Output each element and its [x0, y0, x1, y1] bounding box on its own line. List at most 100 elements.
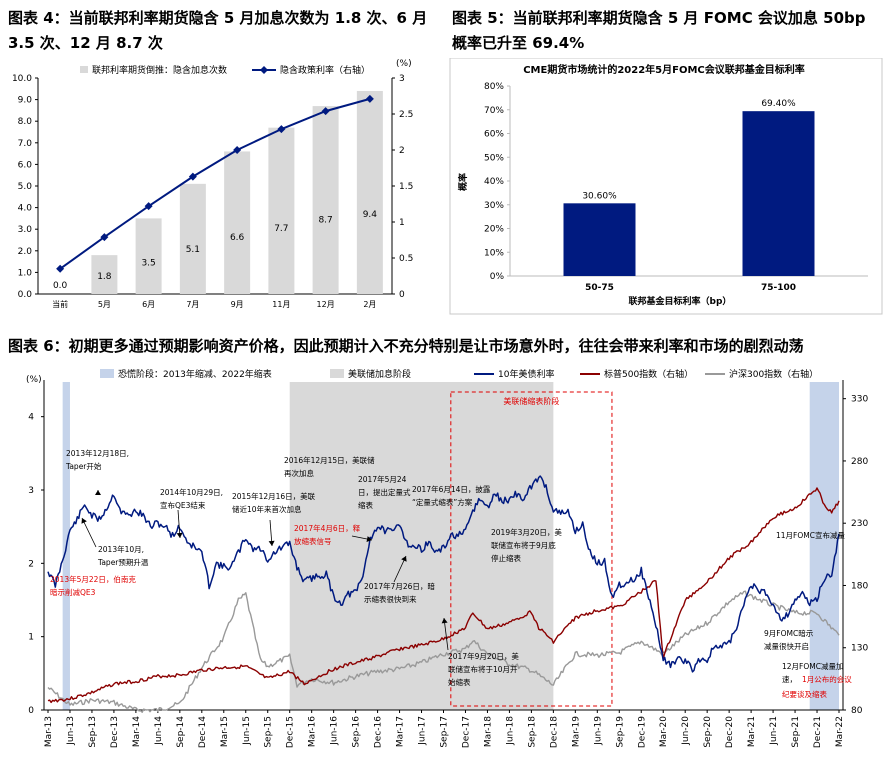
- fig6-annotation-text: 2013年12月18日,: [66, 448, 129, 458]
- fig6-x-tick-label: Dec-21: [813, 716, 823, 748]
- fig4-bar-label: 3.5: [141, 258, 155, 268]
- fig6-x-tick-label: Sep-21: [791, 716, 801, 748]
- fig6-x-tick-label: Mar-13: [44, 716, 54, 747]
- fig4-bar: [91, 255, 118, 294]
- fig5-y-tick-label: 70%: [484, 106, 504, 116]
- fig4-left-tick-label: 6.0: [18, 160, 33, 170]
- fig6-annotation-arrowhead: [441, 618, 448, 624]
- fig6-annotation-text: “定量式缩表”方案: [412, 497, 473, 507]
- fig4-bar-label: 8.7: [318, 216, 332, 226]
- fig6-csi300-line: [47, 590, 840, 713]
- fig4-bar: [356, 90, 383, 295]
- fig6-x-tick-label: Sep-16: [352, 716, 362, 748]
- fig6-left-tick-label: 3: [28, 486, 34, 496]
- fig4-left-tick-label: 1.0: [18, 268, 33, 278]
- fig4-rate-point: [56, 264, 65, 273]
- fig6-x-tick-label: Jun-19: [593, 716, 603, 746]
- fig5-y-tick-label: 60%: [484, 130, 504, 140]
- fig4-rate-point: [321, 107, 330, 116]
- fig6-annotation-text: 2017年4月6日，释: [294, 523, 361, 533]
- fig4-right-tick-label: 2.5: [399, 110, 413, 120]
- fig4-bar: [268, 127, 295, 295]
- fig6-x-tick-label: Mar-22: [835, 716, 845, 747]
- fig6-right-tick-label: 180: [851, 581, 868, 591]
- fig4-left-tick-label: 9.0: [18, 96, 33, 106]
- fig6-x-tick-label: Jun-14: [154, 716, 164, 746]
- fig6-annotation-text: 联储宣布将于10月开: [448, 664, 518, 674]
- fig4-x-tick-label: 12月: [317, 300, 335, 309]
- fig5-title: 图表 5：当前联邦利率期货隐含 5 月 FOMC 会议加息 50bp 概率已升至…: [452, 9, 866, 52]
- fig4-left-tick-label: 3.0: [18, 225, 33, 235]
- fig5-y-tick-label: 10%: [484, 248, 504, 258]
- fig6-x-tick-label: Sep-14: [176, 716, 186, 748]
- fig6-shaded-period: [809, 382, 839, 710]
- fig6-x-tick-label: Jun-17: [418, 716, 428, 746]
- fig6-x-tick-label: Dec-13: [110, 716, 120, 748]
- fig6-x-tick-label: Jun-16: [330, 716, 340, 746]
- fig4-right-tick-label: 1.5: [399, 182, 413, 192]
- fig6-annotation-text: 纪要谈及缩表: [782, 689, 827, 699]
- fig6-annotation-text: 暗示削减QE3: [50, 587, 96, 597]
- fig5-y-tick-label: 40%: [484, 177, 504, 187]
- fig6-annotation-text: 始缩表: [448, 677, 471, 687]
- fig6-right-tick-label: 230: [851, 519, 868, 529]
- fig5-y-tick-label: 80%: [484, 82, 504, 92]
- fig6-annotation-text: 示缩表很快到来: [364, 594, 417, 604]
- fig6-right-tick-label: 80: [851, 706, 863, 716]
- fig6-left-tick-label: 4: [28, 413, 34, 423]
- fig4-left-tick-label: 10.0: [12, 74, 32, 84]
- fig6-x-tick-label: Dec-20: [725, 716, 735, 748]
- fig6-annotation-text: 储近10年来首次加息: [232, 504, 302, 514]
- fig4-rate-point: [144, 202, 153, 211]
- fig4-rate-point: [365, 94, 374, 103]
- fig6-annotation-text: 速，: [782, 675, 797, 684]
- fig5-bar: [563, 203, 636, 276]
- fig4-title: 图表 4：当前联邦利率期货隐含 5 月加息次数为 1.8 次、6 月 3.5 次…: [8, 9, 428, 52]
- fig6-annotation-text: 放缩表信号: [294, 536, 332, 546]
- fig5-x-tick-label: 75-100: [761, 283, 796, 293]
- fig6-annotation-arrowhead: [176, 532, 183, 538]
- fig6-x-tick-label: Mar-20: [659, 716, 669, 747]
- fig4-legend-line-label: 隐含政策利率（右轴）: [280, 64, 370, 76]
- fig4-bar: [179, 183, 206, 294]
- fig5-y-tick-label: 0%: [490, 272, 505, 282]
- fig6-sp500-line: [47, 487, 840, 704]
- fig6-x-tick-label: Dec-17: [461, 716, 471, 748]
- fig6-annotation-text: 2016年12月15日，美联储: [284, 455, 375, 465]
- fig6-annotation-text: 2017年7月26日，暗: [364, 581, 435, 591]
- fig6-right-tick-label: 130: [851, 644, 868, 654]
- fig6-legend-label: 标普500指数（右轴）: [604, 368, 693, 380]
- fig4-bar: [224, 151, 251, 294]
- fig6-annotation-text: 减量很快开启: [764, 641, 809, 651]
- fig4-x-tick-label: 6月: [142, 300, 155, 309]
- fig6-x-tick-label: Sep-19: [615, 716, 625, 748]
- fig6-annotation-arrowhead: [95, 490, 101, 495]
- fig6-left-tick-label: 2: [28, 559, 34, 569]
- fig4-right-tick-label: 0.5: [399, 254, 413, 264]
- fig6-right-tick-label: 280: [851, 457, 868, 467]
- fig6-x-tick-label: Dec-16: [374, 716, 384, 748]
- fig5-chart: CME期货市场统计的2022年5月FOMC会议联邦基金目标利率 0% 10% 20% 3…: [449, 58, 883, 315]
- fig6-right-tick-label: 330: [851, 395, 868, 405]
- fig4-left-tick-label: 5.0: [18, 182, 33, 192]
- fig6-annotation-text: 2014年10月29日,: [160, 487, 223, 497]
- fig4-right-tick-label: 3: [399, 74, 405, 84]
- fig5-bar-label: 30.60%: [582, 191, 617, 201]
- fig4-legend-bar-swatch: [80, 66, 88, 73]
- fig4-rate-point: [188, 172, 197, 181]
- fig6-x-tick-label: Mar-14: [132, 716, 142, 747]
- fig6-x-tick-label: Jun-21: [769, 716, 779, 746]
- fig5-title: CME期货市场统计的2022年5月FOMC会议联邦基金目标利率: [523, 63, 805, 76]
- fig4-x-tick-label: 2月: [363, 300, 376, 309]
- fig5-x-label: 联邦基金目标利率（bp）: [629, 295, 732, 307]
- fig4-bar-label: 1.8: [97, 272, 112, 282]
- fig6-annotation-text: 2019年3月20日，美: [491, 527, 562, 537]
- fig6-x-tick-label: Sep-20: [703, 716, 713, 748]
- fig6-annotation-text: Taper预期升温: [97, 557, 149, 567]
- fig4-x-tick-label: 当前: [52, 299, 68, 309]
- fig6-annotation-text: 9月FOMC暗示: [764, 628, 814, 638]
- fig6-annotation-arrow: [81, 517, 97, 548]
- fig6-legend-label: 恐慌阶段：2013年缩减、2022年缩表: [118, 368, 272, 380]
- fig6-title: 图表 6：初期更多通过预期影响资产价格，因此预期计入不充分特别是让市场意外时，往…: [8, 337, 804, 355]
- fig6-legend-swatch: [330, 369, 344, 378]
